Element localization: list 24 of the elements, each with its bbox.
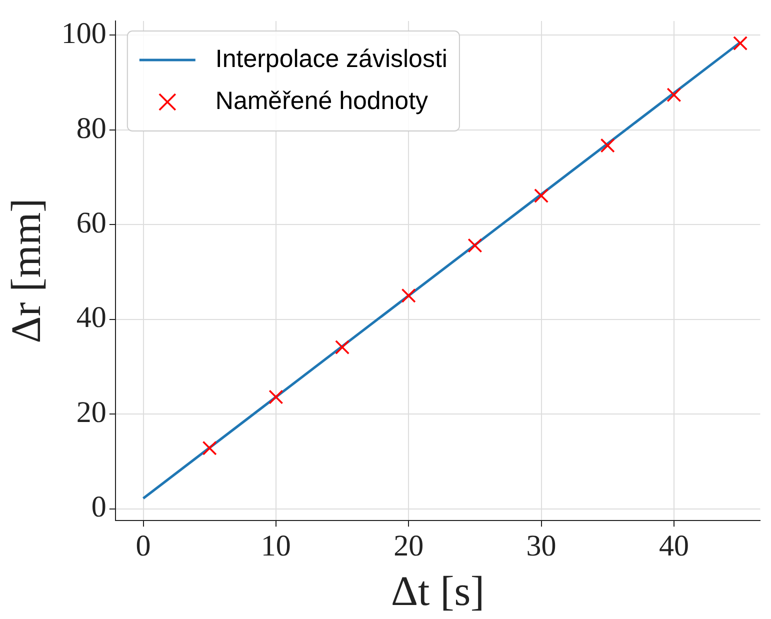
point (666, 88, 682, 102)
x-tick-label: 20 (394, 529, 424, 562)
point (468, 238, 482, 253)
y-tick-label: 40 (76, 301, 106, 334)
y-axis-title: Δr [mm] (4, 198, 50, 344)
legend-label: Naměřené hodnoty (215, 86, 429, 115)
x-tick-label: 10 (260, 529, 291, 562)
x-tick-label: 30 (526, 529, 556, 562)
point (534, 188, 549, 204)
y-tick-label: 60 (76, 206, 106, 240)
point (202, 440, 217, 456)
y-tick-label: 0 (91, 490, 106, 524)
y-tick-label: 80 (76, 112, 106, 145)
y-tick-label: 20 (76, 396, 106, 429)
point (268, 390, 284, 404)
x-tick-label: 40 (658, 529, 689, 562)
x-axis-title: Δt [s] (391, 568, 485, 615)
point (733, 36, 748, 51)
y-tick-label: 100 (61, 17, 106, 50)
x-tick-label: 0 (136, 529, 151, 562)
legend-label: Interpolace závislosti (215, 44, 448, 73)
point (335, 340, 350, 355)
point (401, 288, 416, 303)
point (600, 138, 615, 153)
